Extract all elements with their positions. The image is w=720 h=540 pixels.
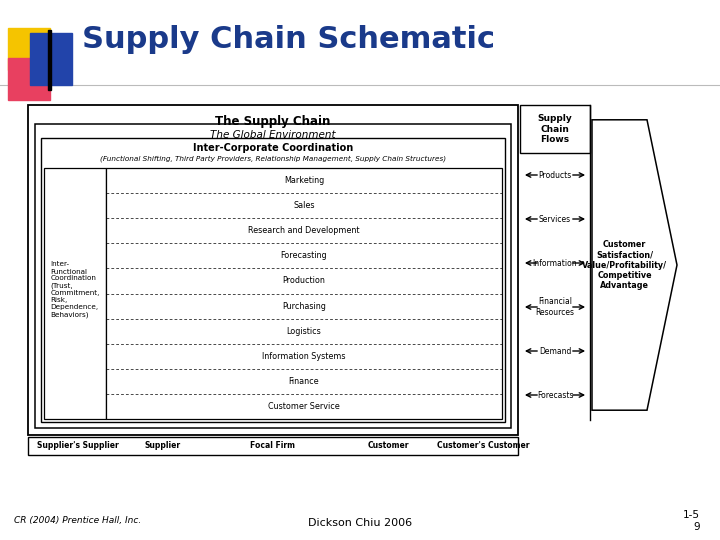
Bar <box>41 138 505 422</box>
Bar <box>28 105 518 435</box>
Text: Finance: Finance <box>289 377 319 386</box>
Text: Supplier's Supplier: Supplier's Supplier <box>37 442 119 450</box>
Bar <box>35 124 511 428</box>
Bar <box>8 28 50 70</box>
Text: Focal Firm: Focal Firm <box>251 442 295 450</box>
Text: The Global Environment: The Global Environment <box>210 130 336 140</box>
Text: Sales: Sales <box>293 201 315 210</box>
Bar <box>28 437 518 455</box>
Text: Supplier: Supplier <box>145 442 181 450</box>
Text: (Functional Shifting, Third Party Providers, Relationship Management, Supply Cha: (Functional Shifting, Third Party Provid… <box>100 155 446 161</box>
Text: 1-5: 1-5 <box>683 510 700 520</box>
Text: Marketing: Marketing <box>284 176 324 185</box>
Text: Customer
Satisfaction/
Value/Profitability/
Competitive
Advantage: Customer Satisfaction/ Value/Profitabili… <box>582 240 667 291</box>
Text: Forecasting: Forecasting <box>281 251 328 260</box>
Text: CR (2004) Prentice Hall, Inc.: CR (2004) Prentice Hall, Inc. <box>14 516 141 525</box>
Bar <box>30 33 72 85</box>
Text: Forecasts: Forecasts <box>536 390 573 400</box>
Text: Information Systems: Information Systems <box>262 352 346 361</box>
Text: Products: Products <box>539 171 572 179</box>
Text: Inter-Corporate Coordination: Inter-Corporate Coordination <box>193 143 353 153</box>
Text: Production: Production <box>282 276 325 286</box>
Text: Demand: Demand <box>539 347 571 355</box>
Bar <box>106 168 502 419</box>
Bar <box>520 105 590 153</box>
Text: Customer's Customer: Customer's Customer <box>437 442 529 450</box>
Text: Financial
Resources: Financial Resources <box>536 298 575 316</box>
Bar <box>8 58 50 100</box>
Text: Purchasing: Purchasing <box>282 301 326 310</box>
Text: Inter-
Functional
Coordination
(Trust,
Commitment,
Risk,
Dependence,
Behaviors): Inter- Functional Coordination (Trust, C… <box>50 261 99 318</box>
Text: Supply Chain Schematic: Supply Chain Schematic <box>82 25 495 55</box>
Polygon shape <box>592 120 677 410</box>
Text: Logistics: Logistics <box>287 327 321 336</box>
Text: The Supply Chain: The Supply Chain <box>215 115 330 128</box>
Text: 9: 9 <box>693 522 700 532</box>
Text: Information: Information <box>533 259 577 267</box>
Text: Customer: Customer <box>367 442 409 450</box>
Text: Dickson Chiu 2006: Dickson Chiu 2006 <box>308 518 412 528</box>
Bar <box>48 30 51 90</box>
Text: Supply
Chain
Flows: Supply Chain Flows <box>538 114 572 144</box>
Text: Services: Services <box>539 214 571 224</box>
Text: Research and Development: Research and Development <box>248 226 360 235</box>
Bar <box>44 168 106 419</box>
Text: Customer Service: Customer Service <box>268 402 340 411</box>
